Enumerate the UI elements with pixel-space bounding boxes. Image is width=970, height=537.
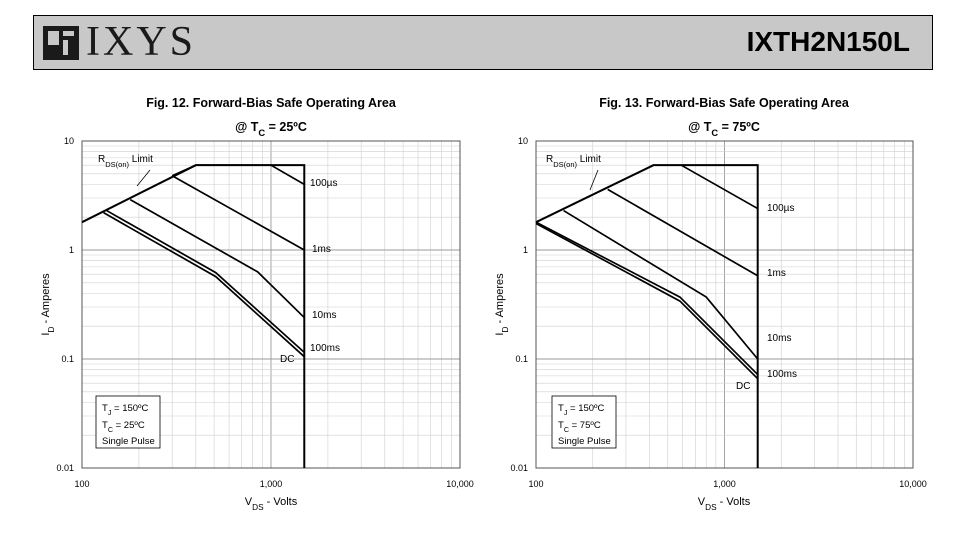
x-tick-label: 100 [528, 479, 543, 489]
part-number: IXTH2N150L [746, 26, 910, 57]
series-label: DC [280, 354, 294, 365]
series-line-100ms [535, 221, 759, 376]
series-label: 1ms [767, 268, 786, 279]
series-line-1ms [607, 188, 759, 277]
x-axis-label: VDS - Volts [698, 496, 751, 512]
y-tick-label: 1 [523, 245, 528, 255]
conditions-box [551, 395, 617, 449]
condition-tj: TJ = 150ºC [558, 403, 605, 417]
y-tick-label: 0.1 [61, 354, 74, 364]
rds-limit-label: RDS(on) Limit [98, 154, 153, 169]
series-label: 100µs [310, 178, 337, 189]
rds-limit-pointer [589, 169, 599, 191]
ixys-logo-icon [43, 26, 79, 60]
y-tick-label: 1 [69, 245, 74, 255]
conditions-box [95, 395, 161, 449]
y-tick-label: 0.01 [510, 463, 528, 473]
y-tick-label: 10 [518, 136, 528, 146]
series-line-dc [103, 211, 305, 358]
x-tick-label: 100 [74, 479, 89, 489]
y-axis-label: ID - Amperes [40, 273, 56, 336]
series-label: 10ms [312, 310, 336, 321]
series-label: 100ms [767, 369, 797, 380]
series-label: DC [736, 381, 750, 392]
chart-subtitle: @ TC = 75ºC [688, 120, 760, 138]
plot-frame [535, 140, 914, 469]
x-tick-label: 1,000 [260, 479, 283, 489]
condition-pulse: Single Pulse [102, 436, 155, 447]
series-line-1ms [171, 175, 305, 251]
chart-1: Fig. 12. Forward-Bias Safe Operating Are… [40, 96, 474, 512]
series-line-10ms [129, 198, 305, 319]
plot-frame [81, 140, 461, 469]
series-line-100s [680, 164, 759, 210]
header-bar: IXYS IXTH2N150L [33, 15, 933, 70]
chart-title: Fig. 12. Forward-Bias Safe Operating Are… [146, 96, 397, 110]
series-label: 1ms [312, 244, 331, 255]
condition-tj: TJ = 150ºC [102, 403, 149, 417]
series-line-dc [535, 222, 759, 380]
series-label: 100µs [767, 203, 794, 214]
series-line-100s [171, 164, 305, 186]
y-tick-label: 0.1 [515, 354, 528, 364]
chart-subtitle: @ TC = 25ºC [235, 120, 307, 138]
chart-title: Fig. 13. Forward-Bias Safe Operating Are… [599, 96, 850, 110]
x-tick-label: 10,000 [446, 479, 474, 489]
y-axis-label: ID - Amperes [494, 273, 510, 336]
soa-envelope-line [535, 164, 759, 468]
condition-tc: TC = 25ºC [102, 420, 145, 434]
series-line-100ms [106, 209, 305, 354]
y-tick-label: 0.01 [56, 463, 74, 473]
x-tick-label: 10,000 [899, 479, 927, 489]
x-axis-label: VDS - Volts [245, 496, 298, 512]
chart-2: Fig. 13. Forward-Bias Safe Operating Are… [494, 96, 927, 512]
y-tick-label: 10 [64, 136, 74, 146]
condition-tc: TC = 75ºC [558, 420, 601, 434]
series-label: 10ms [767, 333, 791, 344]
condition-pulse: Single Pulse [558, 436, 611, 447]
series-label: 100ms [310, 343, 340, 354]
series-line-10ms [563, 209, 759, 360]
brand-logo-text: IXYS [86, 19, 197, 65]
rds-limit-pointer [136, 169, 151, 187]
rds-limit-label: RDS(on) Limit [546, 154, 601, 169]
x-tick-label: 1,000 [713, 479, 736, 489]
